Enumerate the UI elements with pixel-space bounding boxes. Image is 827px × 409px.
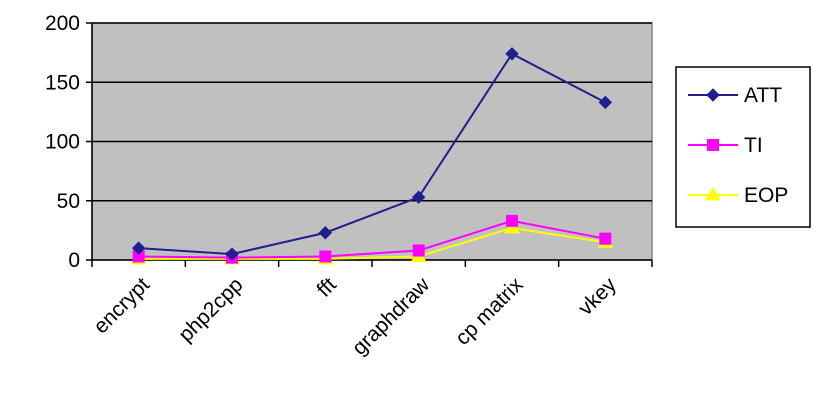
x-tick-label: php2cpp bbox=[174, 273, 247, 346]
legend-marker bbox=[707, 139, 719, 151]
legend-item-ti: TI bbox=[688, 134, 763, 157]
x-tick-label: fft bbox=[312, 273, 340, 301]
legend: ATT TI EOP bbox=[675, 66, 811, 228]
y-tick-label: 200 bbox=[45, 12, 80, 35]
legend-item-eop: EOP bbox=[688, 184, 788, 207]
legend-item-att: ATT bbox=[688, 84, 782, 107]
data-point bbox=[225, 247, 239, 261]
series-line bbox=[138, 52, 606, 256]
legend-label: TI bbox=[744, 134, 763, 157]
legend-box bbox=[675, 66, 811, 228]
gridlines bbox=[92, 22, 652, 202]
x-tick-label: graphdraw bbox=[348, 273, 435, 360]
data-point bbox=[411, 190, 426, 204]
data-point bbox=[506, 214, 518, 227]
x-tick-label: vkey bbox=[574, 273, 621, 320]
x-tick-label: cp matrix bbox=[451, 273, 528, 350]
legend-label: EOP bbox=[744, 184, 788, 207]
data-point bbox=[319, 250, 332, 263]
y-tick-label: 100 bbox=[45, 131, 80, 154]
series-line bbox=[138, 219, 606, 259]
data-point bbox=[318, 226, 333, 240]
series-att bbox=[131, 47, 613, 261]
data-point bbox=[412, 244, 425, 257]
legend-label: ATT bbox=[744, 84, 782, 107]
y-tick-label: 0 bbox=[68, 249, 80, 272]
y-tick-label: 50 bbox=[57, 190, 80, 213]
data-point bbox=[599, 232, 612, 245]
y-tick-label: 150 bbox=[45, 71, 80, 94]
series-line bbox=[138, 226, 606, 260]
x-tick-label: encrypt bbox=[89, 273, 154, 338]
legend-marker bbox=[706, 88, 720, 102]
data-point bbox=[598, 95, 613, 110]
data-point bbox=[504, 220, 520, 234]
data-point bbox=[131, 241, 146, 255]
data-point bbox=[505, 47, 519, 61]
series-layer bbox=[130, 47, 614, 265]
legend-marker bbox=[705, 187, 721, 201]
